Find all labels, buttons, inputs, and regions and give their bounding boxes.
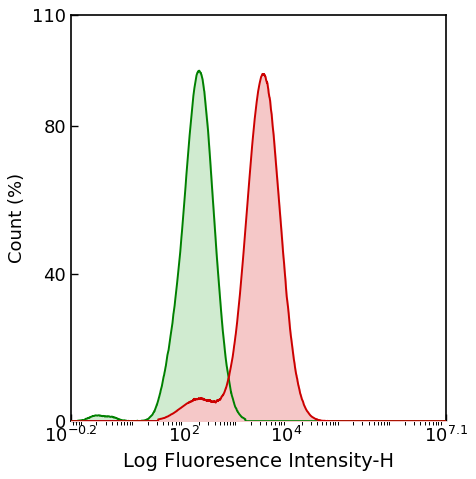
X-axis label: Log Fluoresence Intensity-H: Log Fluoresence Intensity-H (123, 452, 394, 471)
Y-axis label: Count (%): Count (%) (9, 173, 26, 263)
